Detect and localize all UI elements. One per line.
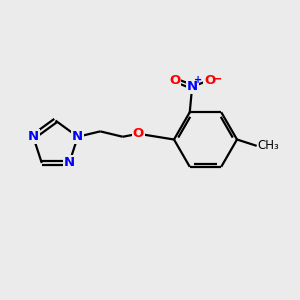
Text: O: O: [133, 127, 144, 140]
Text: N: N: [187, 80, 198, 93]
Text: O: O: [169, 74, 180, 87]
Text: O: O: [204, 74, 215, 87]
Text: CH₃: CH₃: [257, 139, 279, 152]
Text: N: N: [64, 156, 75, 170]
Text: N: N: [28, 130, 39, 143]
Text: −: −: [212, 72, 222, 86]
Text: N: N: [72, 130, 83, 143]
Text: +: +: [194, 74, 202, 85]
